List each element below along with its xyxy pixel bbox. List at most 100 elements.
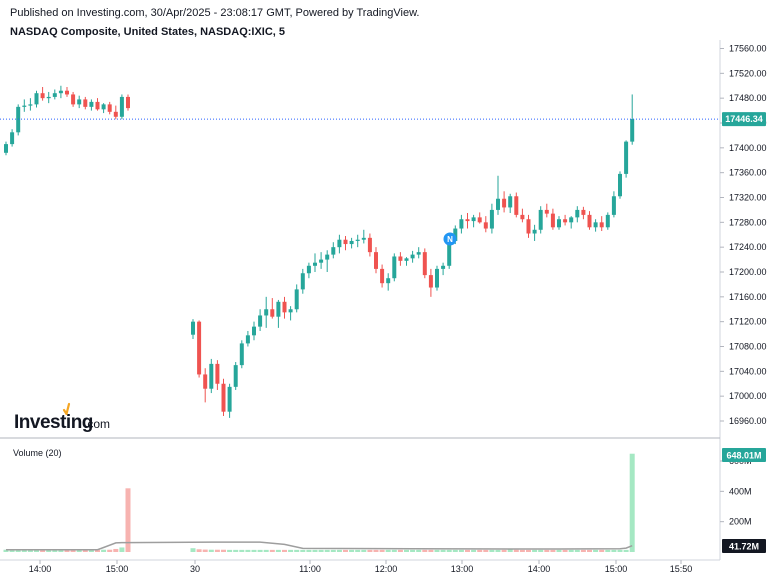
volume-bar	[501, 549, 507, 552]
volume-bar	[263, 549, 269, 552]
candle	[618, 171, 622, 199]
volume-bar	[257, 549, 263, 552]
candle	[294, 284, 299, 313]
volume-bar	[373, 549, 379, 552]
candle	[605, 212, 610, 230]
volume-bar	[324, 549, 330, 552]
time-tick-label: 14:00	[528, 564, 551, 574]
volume-bar	[587, 549, 592, 552]
volume-bar	[343, 549, 348, 552]
volume-bar	[64, 549, 70, 552]
svg-text:.com: .com	[84, 417, 110, 431]
candle	[557, 216, 561, 230]
price-tick-label: 17080.00	[729, 342, 767, 352]
volume-bar	[623, 549, 629, 552]
price-tick-label: 17360.00	[729, 168, 767, 178]
volume-bar	[221, 549, 226, 552]
price-tick-label: 17000.00	[729, 391, 767, 401]
candle	[16, 104, 21, 136]
volume-bar	[9, 549, 15, 552]
volume-bar	[495, 549, 501, 552]
price-tick-label: 17120.00	[729, 317, 767, 327]
candle	[337, 234, 342, 254]
volume-bar	[46, 549, 52, 552]
candle	[532, 224, 537, 241]
volume-bar	[617, 549, 623, 552]
candle	[270, 298, 275, 319]
investing-logo: Investing .com	[14, 402, 110, 433]
volume-bar	[349, 549, 355, 552]
time-tick-label: 15:00	[605, 564, 628, 574]
candle	[191, 319, 195, 340]
volume-bar	[422, 549, 428, 552]
candle	[465, 213, 470, 229]
volume-bar	[538, 549, 544, 552]
candle	[398, 252, 403, 266]
candle	[483, 216, 488, 233]
published-info: Published on Investing.com, 30/Apr/2025 …	[10, 7, 420, 19]
volume-bar	[513, 549, 519, 552]
candle	[77, 95, 82, 109]
candle	[65, 86, 69, 97]
time-axis-ticks: 14:00 15:00 30 11:00 12:00 13:00 14:00 15:00 15:…	[29, 560, 692, 574]
candle	[113, 105, 118, 120]
candle	[221, 378, 226, 417]
candle	[374, 247, 378, 274]
candle	[89, 99, 94, 111]
event-marker[interactable]: N	[443, 232, 457, 246]
volume-bar	[3, 549, 9, 552]
candle	[575, 206, 580, 223]
candle	[203, 368, 208, 403]
candle	[233, 362, 238, 390]
volume-bar	[269, 549, 275, 552]
volume-bar	[95, 549, 100, 552]
candle	[471, 214, 476, 228]
volume-bar	[233, 549, 239, 552]
candle	[306, 262, 311, 279]
candle	[239, 340, 244, 369]
candle	[288, 306, 293, 321]
candle	[361, 229, 366, 244]
volume-bar	[391, 549, 397, 552]
axes	[0, 40, 721, 561]
volume-bar	[556, 549, 562, 552]
candle	[197, 320, 202, 378]
volume-bar	[452, 549, 458, 552]
price-tick-label: 16960.00	[729, 416, 767, 426]
candle	[209, 358, 214, 394]
volume-bar	[294, 549, 300, 552]
time-tick-label: 13:00	[451, 564, 474, 574]
volume-bar	[599, 549, 605, 552]
price-tick-label: 17240.00	[729, 242, 767, 252]
candle	[477, 212, 482, 224]
volume-bar	[245, 549, 251, 552]
candle	[489, 203, 494, 234]
volume-bar	[458, 549, 464, 552]
candle	[22, 99, 27, 112]
volume-panel-label: Volume (20)	[13, 448, 62, 458]
candle	[428, 268, 433, 297]
volume-bar	[593, 549, 599, 552]
candle	[544, 203, 549, 218]
volume-bars	[3, 453, 635, 552]
time-tick-label: 12:00	[375, 564, 398, 574]
volume-bar	[21, 549, 27, 552]
candle	[630, 94, 635, 145]
price-tick-label: 17400.00	[729, 143, 767, 153]
volume-bar	[196, 549, 202, 552]
candle	[435, 265, 439, 291]
volume-bar	[507, 549, 513, 552]
volume-bar	[477, 549, 483, 552]
volume-bar	[446, 549, 452, 552]
last-price-label: 17446.34	[722, 112, 766, 127]
candle	[550, 208, 555, 230]
svg-text:Investing: Investing	[14, 412, 93, 433]
volume-bar	[532, 549, 538, 552]
volume-bar	[58, 549, 64, 552]
volume-last-label: 648.01M	[722, 448, 766, 462]
candle	[4, 141, 8, 156]
svg-text:17446.34: 17446.34	[725, 114, 763, 124]
candle	[34, 90, 39, 108]
volume-bar	[27, 549, 33, 552]
